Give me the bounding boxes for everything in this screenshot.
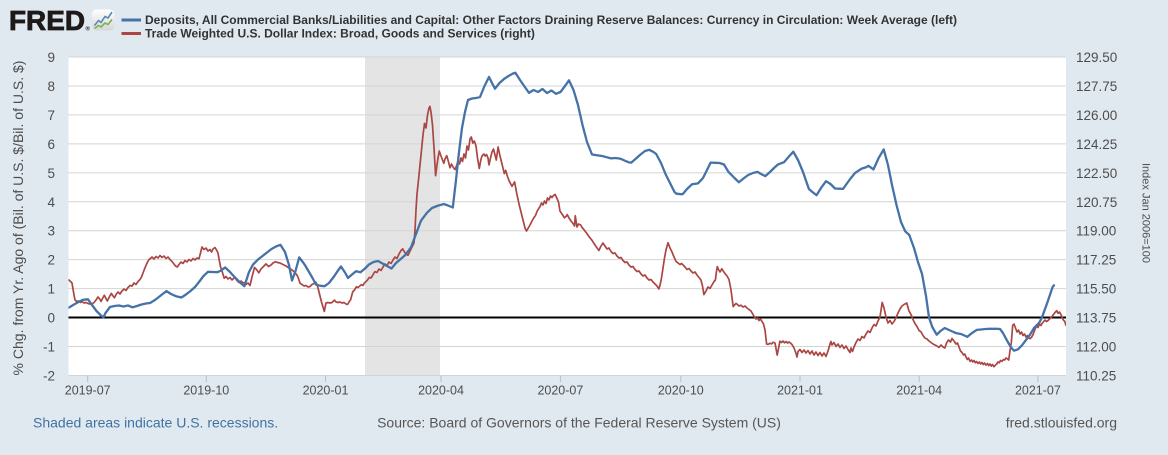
svg-text:110.25: 110.25 xyxy=(1076,369,1116,384)
svg-text:-2: -2 xyxy=(43,369,55,384)
svg-text:113.75: 113.75 xyxy=(1076,311,1116,326)
svg-text:3: 3 xyxy=(47,224,55,239)
svg-text:FRED: FRED xyxy=(9,5,85,36)
svg-text:117.25: 117.25 xyxy=(1076,253,1116,268)
svg-text:122.50: 122.50 xyxy=(1076,166,1117,181)
svg-text:2: 2 xyxy=(47,253,55,268)
svg-text:% Chg. from Yr. Ago of (Bil. o: % Chg. from Yr. Ago of (Bil. of U.S. $/B… xyxy=(10,61,26,376)
svg-text:Trade Weighted U.S. Dollar Ind: Trade Weighted U.S. Dollar Index: Broad,… xyxy=(145,27,535,41)
svg-text:126.00: 126.00 xyxy=(1076,108,1117,123)
svg-text:119.00: 119.00 xyxy=(1076,224,1116,239)
svg-text:6: 6 xyxy=(47,137,55,152)
svg-text:2019-07: 2019-07 xyxy=(65,384,111,398)
svg-text:2020-10: 2020-10 xyxy=(658,384,704,398)
svg-text:124.25: 124.25 xyxy=(1076,137,1117,152)
svg-text:7: 7 xyxy=(47,108,55,123)
svg-text:2021-07: 2021-07 xyxy=(1015,384,1061,398)
svg-text:2021-01: 2021-01 xyxy=(777,384,823,398)
svg-text:®: ® xyxy=(86,26,91,33)
svg-text:Shaded areas indicate U.S. rec: Shaded areas indicate U.S. recessions. xyxy=(33,415,278,431)
svg-text:127.75: 127.75 xyxy=(1076,79,1117,94)
svg-text:2020-01: 2020-01 xyxy=(303,384,349,398)
svg-text:115.50: 115.50 xyxy=(1076,282,1116,297)
svg-text:8: 8 xyxy=(47,79,55,94)
svg-text:2020-04: 2020-04 xyxy=(418,384,464,398)
svg-text:2021-04: 2021-04 xyxy=(896,384,942,398)
svg-text:-1: -1 xyxy=(43,340,55,355)
svg-text:2019-10: 2019-10 xyxy=(183,384,229,398)
svg-text:2020-07: 2020-07 xyxy=(537,384,583,398)
svg-text:fred.stlouisfed.org: fred.stlouisfed.org xyxy=(1006,415,1117,431)
svg-text:112.00: 112.00 xyxy=(1076,340,1116,355)
svg-text:0: 0 xyxy=(47,311,55,326)
svg-text:1: 1 xyxy=(47,282,55,297)
svg-text:4: 4 xyxy=(47,195,55,210)
svg-text:120.75: 120.75 xyxy=(1076,195,1117,210)
svg-text:9: 9 xyxy=(47,50,55,65)
svg-text:5: 5 xyxy=(47,166,55,181)
svg-text:Index Jan 2006=100: Index Jan 2006=100 xyxy=(1140,163,1152,263)
svg-text:Deposits, All Commercial Banks: Deposits, All Commercial Banks/Liabiliti… xyxy=(145,13,957,27)
svg-text:129.50: 129.50 xyxy=(1076,50,1117,65)
svg-text:Source: Board of Governors of: Source: Board of Governors of the Federa… xyxy=(377,415,781,431)
